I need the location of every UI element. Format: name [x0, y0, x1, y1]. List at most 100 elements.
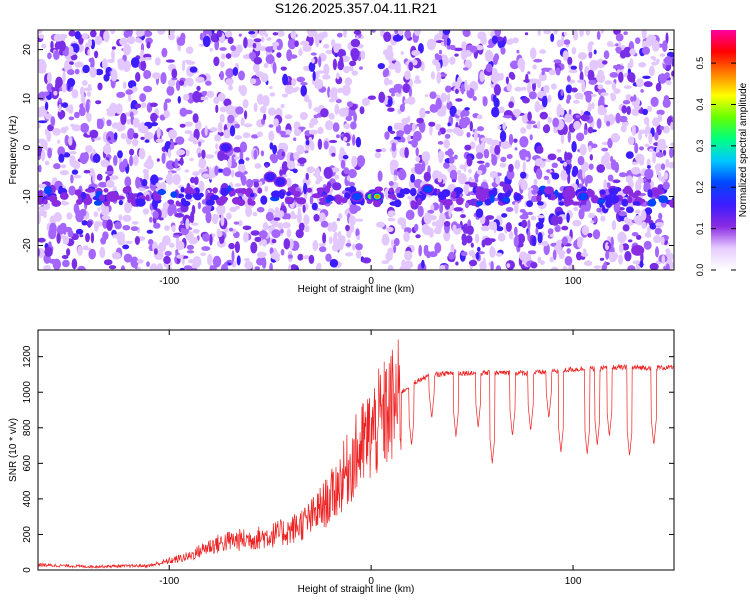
heatmap-cell: [563, 198, 574, 206]
heatmap-cell: [489, 194, 495, 203]
heatmap-cell: [289, 238, 294, 250]
heatmap-cell: [526, 120, 536, 125]
heatmap-cell: [129, 155, 134, 167]
heatmap-cell: [38, 107, 45, 118]
heatmap-cell: [661, 255, 666, 265]
heatmap-cell: [550, 33, 555, 42]
heatmap-cell: [71, 258, 78, 270]
heatmap-cell: [631, 166, 641, 175]
colorbar-tick-label: 0.3: [695, 140, 705, 153]
heatmap-cell: [477, 126, 484, 132]
y-tick-label: 10: [22, 93, 33, 105]
heatmap-cell: [402, 96, 406, 106]
heatmap-cell: [578, 60, 583, 72]
heatmap-cell: [60, 164, 67, 169]
heatmap-cell: [571, 141, 577, 153]
heatmap-cell: [52, 128, 61, 136]
heatmap-cell: [58, 111, 64, 120]
heatmap-cell: [71, 89, 79, 99]
heatmap-cell: [499, 181, 506, 187]
heatmap-cell: [50, 116, 56, 127]
heatmap-cell: [411, 50, 421, 56]
heatmap-cell: [216, 30, 223, 38]
heatmap-cell: [421, 151, 431, 163]
heatmap-cell: [588, 51, 593, 59]
heatmap-cell: [380, 148, 387, 153]
heatmap-cell: [529, 134, 533, 141]
heatmap-cell: [460, 111, 464, 119]
heatmap-cell: [627, 136, 635, 146]
heatmap-cell: [184, 121, 193, 127]
heatmap-cell: [304, 150, 309, 154]
heatmap-cell: [580, 252, 589, 257]
heatmap-cell: [572, 165, 579, 176]
heatmap-cell: [580, 96, 584, 100]
heatmap-cell: [196, 85, 201, 91]
heatmap-cell: [346, 175, 351, 182]
heatmap-cell: [62, 235, 70, 245]
heatmap-cell: [602, 60, 608, 65]
heatmap-cell: [260, 150, 265, 157]
heatmap-cell: [353, 205, 361, 212]
heatmap-cell: [300, 82, 308, 86]
heatmap-cell: [278, 210, 285, 218]
heatmap-cell: [285, 129, 292, 136]
heatmap-cell: [302, 44, 312, 52]
heatmap-cell: [157, 30, 166, 35]
heatmap-cell: [665, 248, 671, 254]
heatmap-cell: [656, 189, 665, 195]
heatmap-cell: [73, 174, 82, 179]
heatmap-cell: [125, 89, 133, 95]
heatmap-cell: [587, 41, 593, 53]
heatmap-cell: [634, 142, 639, 154]
heatmap-cell: [157, 189, 167, 195]
heatmap-cell: [326, 194, 333, 201]
heatmap-cell: [320, 220, 329, 228]
heatmap-cell: [415, 234, 421, 239]
heatmap-cell: [58, 153, 65, 163]
heatmap-cell: [647, 199, 657, 207]
heatmap-cell: [449, 56, 456, 65]
heatmap-cell: [461, 233, 467, 243]
heatmap-cell: [506, 169, 515, 180]
heatmap-cell: [480, 141, 486, 149]
heatmap-cell: [78, 106, 86, 117]
heatmap-cell: [240, 117, 245, 126]
heatmap-cell: [659, 53, 666, 57]
heatmap-hotspot: [476, 189, 489, 199]
heatmap-cell: [355, 136, 362, 148]
heatmap-cell: [560, 35, 565, 47]
heatmap-cell: [229, 125, 236, 137]
heatmap-cell: [560, 107, 565, 116]
heatmap-cell: [140, 136, 145, 140]
heatmap-cell: [460, 214, 466, 219]
heatmap-cell: [192, 113, 199, 123]
heatmap-cell: [83, 87, 93, 92]
heatmap-cell: [278, 190, 285, 199]
heatmap-cell: [140, 60, 146, 72]
heatmap-cell: [325, 253, 332, 262]
heatmap-cell: [448, 207, 452, 218]
heatmap-cell: [560, 133, 565, 145]
heatmap-cell: [103, 74, 110, 82]
heatmap-cell: [466, 84, 471, 91]
heatmap-cell: [377, 170, 383, 182]
heatmap-cell: [252, 63, 260, 73]
heatmap-cell: [154, 57, 161, 66]
heatmap-cell: [245, 157, 250, 161]
heatmap-cell: [100, 159, 110, 168]
y-tick-label: 400: [22, 490, 33, 507]
heatmap-cell: [169, 143, 175, 150]
heatmap-cell: [129, 148, 135, 156]
heatmap-cell: [635, 180, 642, 192]
heatmap-cell: [131, 86, 138, 92]
heatmap-cell: [183, 93, 190, 101]
heatmap-cell: [593, 215, 597, 223]
heatmap-cell: [132, 154, 139, 166]
heatmap-cell: [261, 36, 265, 43]
heatmap-cell: [668, 161, 674, 169]
heatmap-cell: [539, 71, 547, 82]
snr-series-line: [38, 339, 674, 569]
heatmap-cell: [460, 83, 465, 95]
heatmap-cell: [62, 71, 66, 83]
